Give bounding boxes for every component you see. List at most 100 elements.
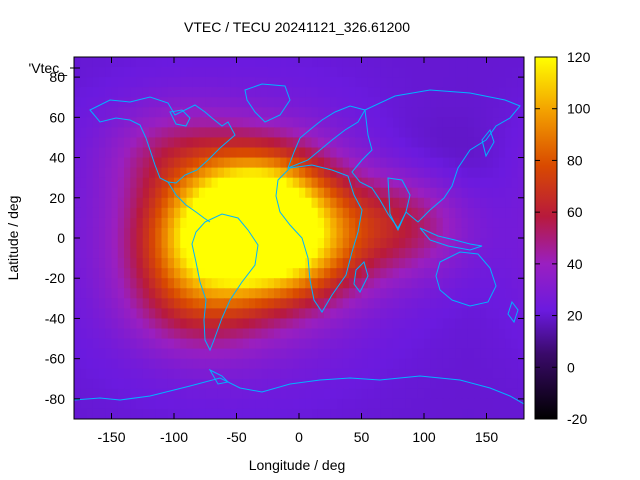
heatmap-cell (274, 288, 281, 299)
heatmap-cell (130, 408, 138, 419)
heatmap-cell (242, 388, 250, 400)
heatmap-cell (399, 117, 406, 128)
heatmap-cell (486, 318, 494, 330)
heatmap-cell (130, 227, 138, 239)
heatmap-cell (224, 197, 231, 209)
heatmap-cell (130, 187, 138, 199)
heatmap-cell (186, 87, 194, 98)
heatmap-cell (249, 258, 256, 269)
heatmap-cell (461, 398, 469, 410)
heatmap-cell (455, 57, 463, 68)
heatmap-cell (105, 67, 113, 78)
heatmap-cell (361, 248, 369, 259)
heatmap-cell (205, 238, 213, 249)
heatmap-cell (111, 167, 119, 179)
heatmap-cell (149, 167, 156, 179)
heatmap-cell (274, 137, 281, 149)
heatmap-cell (92, 227, 100, 239)
heatmap-cell (342, 157, 350, 169)
heatmap-cell (186, 227, 194, 239)
heatmap-cell (505, 308, 513, 320)
heatmap-cell (224, 137, 231, 149)
heatmap-cell (336, 187, 344, 199)
heatmap-cell (105, 358, 113, 370)
heatmap-cell (99, 288, 106, 299)
heatmap-cell (224, 308, 231, 320)
heatmap-cell (461, 268, 469, 279)
heatmap-cell (130, 87, 138, 98)
heatmap-cell (211, 57, 219, 68)
heatmap-cell (117, 67, 125, 78)
heatmap-cell (505, 137, 513, 149)
heatmap-cell (80, 87, 88, 98)
heatmap-cell (499, 378, 506, 390)
heatmap-cell (405, 288, 413, 299)
heatmap-cell (80, 157, 88, 169)
heatmap-cell (480, 388, 488, 400)
heatmap-cell (424, 227, 431, 239)
heatmap-cell (417, 408, 425, 419)
heatmap-cell (499, 187, 506, 199)
heatmap-cell (336, 388, 344, 400)
heatmap-cell (380, 308, 388, 320)
heatmap-cell (480, 97, 488, 108)
heatmap-cell (261, 147, 269, 159)
heatmap-cell (142, 268, 150, 279)
heatmap-cell (92, 147, 100, 159)
heatmap-cell (467, 398, 475, 410)
heatmap-cell (417, 187, 425, 199)
heatmap-cell (486, 278, 494, 289)
heatmap-cell (255, 328, 263, 340)
colorbar-tick-label: 0 (567, 359, 575, 375)
heatmap-cell (105, 57, 113, 68)
heatmap-cell (424, 77, 431, 88)
heatmap-cell (442, 268, 450, 279)
heatmap-cell (136, 408, 144, 419)
heatmap-cell (492, 127, 500, 139)
heatmap-cell (467, 288, 475, 299)
heatmap-cell (136, 57, 144, 68)
heatmap-cell (380, 318, 388, 330)
heatmap-cell (136, 217, 144, 229)
heatmap-cell (517, 288, 524, 299)
heatmap-cell (336, 408, 344, 419)
heatmap-cell (505, 328, 513, 340)
heatmap-cell (167, 398, 175, 410)
heatmap-cell (136, 207, 144, 219)
heatmap-cell (130, 157, 138, 169)
heatmap-cell (342, 107, 350, 118)
heatmap-cell (317, 137, 325, 149)
heatmap-cell (217, 177, 225, 189)
heatmap-cell (161, 97, 169, 108)
heatmap-cell (249, 388, 256, 400)
heatmap-cell (449, 308, 456, 320)
heatmap-cell (399, 298, 406, 309)
heatmap-cell (511, 137, 519, 149)
heatmap-cell (511, 408, 519, 419)
heatmap-cell (324, 268, 331, 279)
heatmap-cell (442, 238, 450, 249)
heatmap-cell (155, 217, 163, 229)
heatmap-cell (511, 57, 519, 68)
heatmap-cell (142, 57, 150, 68)
heatmap-cell (80, 258, 88, 269)
heatmap-cell (499, 157, 506, 169)
heatmap-cell (199, 268, 206, 279)
heatmap-cell (505, 97, 513, 108)
heatmap-cell (367, 187, 375, 199)
heatmap-cell (461, 197, 469, 209)
heatmap-cell (386, 398, 394, 410)
heatmap-cell (386, 268, 394, 279)
heatmap-cell (355, 137, 363, 149)
heatmap-cell (92, 97, 100, 108)
heatmap-cell (199, 378, 206, 390)
heatmap-cell (411, 147, 419, 159)
heatmap-cell (367, 338, 375, 350)
heatmap-cell (292, 368, 300, 380)
heatmap-cell (205, 197, 213, 209)
heatmap-cell (292, 288, 300, 299)
heatmap-cell (211, 248, 219, 259)
heatmap-cell (399, 147, 406, 159)
heatmap-cell (136, 348, 144, 360)
heatmap-cell (155, 268, 163, 279)
